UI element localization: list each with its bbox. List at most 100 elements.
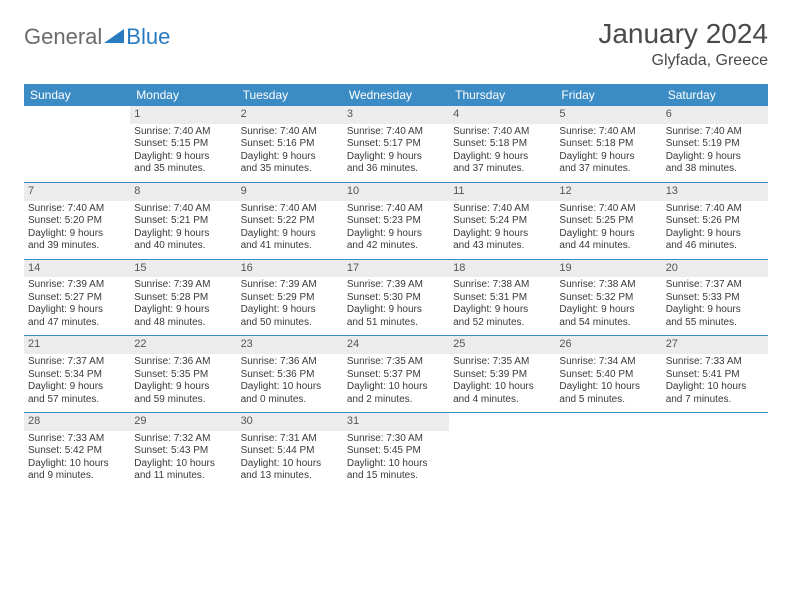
- day-number: 6: [662, 106, 768, 124]
- day-cell: 18Sunrise: 7:38 AMSunset: 5:31 PMDayligh…: [449, 260, 555, 336]
- daylight-text: Daylight: 9 hours: [241, 228, 339, 241]
- sunset-text: Sunset: 5:32 PM: [559, 292, 657, 305]
- daylight-text: and 13 minutes.: [241, 470, 339, 483]
- logo-text-general: General: [24, 24, 102, 50]
- daylight-text: Daylight: 9 hours: [134, 228, 232, 241]
- day-cell: 6Sunrise: 7:40 AMSunset: 5:19 PMDaylight…: [662, 106, 768, 182]
- day-number: 13: [662, 183, 768, 201]
- dayhead-wednesday: Wednesday: [343, 84, 449, 106]
- daylight-text: Daylight: 10 hours: [666, 381, 764, 394]
- sunrise-text: Sunrise: 7:40 AM: [453, 126, 551, 139]
- daylight-text: and 15 minutes.: [347, 470, 445, 483]
- sunrise-text: Sunrise: 7:40 AM: [134, 126, 232, 139]
- day-cell: 26Sunrise: 7:34 AMSunset: 5:40 PMDayligh…: [555, 336, 661, 412]
- sunrise-text: Sunrise: 7:37 AM: [28, 356, 126, 369]
- sunset-text: Sunset: 5:28 PM: [134, 292, 232, 305]
- sunset-text: Sunset: 5:27 PM: [28, 292, 126, 305]
- logo: General Blue: [24, 24, 170, 50]
- day-number: 3: [343, 106, 449, 124]
- sunset-text: Sunset: 5:25 PM: [559, 215, 657, 228]
- daylight-text: and 9 minutes.: [28, 470, 126, 483]
- daylight-text: and 44 minutes.: [559, 240, 657, 253]
- daylight-text: Daylight: 9 hours: [666, 228, 764, 241]
- sunrise-text: Sunrise: 7:40 AM: [559, 203, 657, 216]
- day-number: 9: [237, 183, 343, 201]
- sunset-text: Sunset: 5:43 PM: [134, 445, 232, 458]
- day-cell: 9 Sunrise: 7:40 AMSunset: 5:22 PMDaylight…: [237, 183, 343, 259]
- daylight-text: and 57 minutes.: [28, 394, 126, 407]
- day-number: 17: [343, 260, 449, 278]
- sunrise-text: Sunrise: 7:31 AM: [241, 433, 339, 446]
- sunset-text: Sunset: 5:18 PM: [453, 138, 551, 151]
- daylight-text: and 42 minutes.: [347, 240, 445, 253]
- logo-triangle-icon: [104, 27, 124, 47]
- sunrise-text: Sunrise: 7:33 AM: [666, 356, 764, 369]
- day-number: 20: [662, 260, 768, 278]
- day-number: 22: [130, 336, 236, 354]
- sunrise-text: Sunrise: 7:34 AM: [559, 356, 657, 369]
- sunrise-text: Sunrise: 7:38 AM: [559, 279, 657, 292]
- daylight-text: and 35 minutes.: [134, 163, 232, 176]
- sunrise-text: Sunrise: 7:40 AM: [241, 203, 339, 216]
- week-row: 1Sunrise: 7:40 AMSunset: 5:15 PMDaylight…: [24, 106, 768, 182]
- day-number: 14: [24, 260, 130, 278]
- day-cell: 28Sunrise: 7:33 AMSunset: 5:42 PMDayligh…: [24, 413, 130, 489]
- day-cell: 11Sunrise: 7:40 AMSunset: 5:24 PMDayligh…: [449, 183, 555, 259]
- sunset-text: Sunset: 5:17 PM: [347, 138, 445, 151]
- day-cell: 2Sunrise: 7:40 AMSunset: 5:16 PMDaylight…: [237, 106, 343, 182]
- daylight-text: and 36 minutes.: [347, 163, 445, 176]
- sunrise-text: Sunrise: 7:39 AM: [347, 279, 445, 292]
- day-cell: 15Sunrise: 7:39 AMSunset: 5:28 PMDayligh…: [130, 260, 236, 336]
- daylight-text: Daylight: 9 hours: [134, 151, 232, 164]
- sunset-text: Sunset: 5:22 PM: [241, 215, 339, 228]
- daylight-text: Daylight: 9 hours: [666, 151, 764, 164]
- daylight-text: and 7 minutes.: [666, 394, 764, 407]
- sunrise-text: Sunrise: 7:30 AM: [347, 433, 445, 446]
- sunset-text: Sunset: 5:45 PM: [347, 445, 445, 458]
- daylight-text: and 51 minutes.: [347, 317, 445, 330]
- daylight-text: Daylight: 9 hours: [28, 228, 126, 241]
- sunset-text: Sunset: 5:30 PM: [347, 292, 445, 305]
- day-cell: 10Sunrise: 7:40 AMSunset: 5:23 PMDayligh…: [343, 183, 449, 259]
- day-cell: 3 Sunrise: 7:40 AMSunset: 5:17 PMDaylight…: [343, 106, 449, 182]
- daylight-text: Daylight: 10 hours: [347, 458, 445, 471]
- calendar-body: 1Sunrise: 7:40 AMSunset: 5:15 PMDaylight…: [24, 106, 768, 489]
- sunrise-text: Sunrise: 7:35 AM: [453, 356, 551, 369]
- sunset-text: Sunset: 5:40 PM: [559, 369, 657, 382]
- sunset-text: Sunset: 5:18 PM: [559, 138, 657, 151]
- sunrise-text: Sunrise: 7:40 AM: [453, 203, 551, 216]
- day-cell: [555, 413, 661, 489]
- daylight-text: Daylight: 9 hours: [347, 228, 445, 241]
- day-cell: 8Sunrise: 7:40 AMSunset: 5:21 PMDaylight…: [130, 183, 236, 259]
- sunrise-text: Sunrise: 7:36 AM: [241, 356, 339, 369]
- sunset-text: Sunset: 5:44 PM: [241, 445, 339, 458]
- day-number: 8: [130, 183, 236, 201]
- sunrise-text: Sunrise: 7:40 AM: [347, 126, 445, 139]
- sunset-text: Sunset: 5:39 PM: [453, 369, 551, 382]
- day-cell: 4Sunrise: 7:40 AMSunset: 5:18 PMDaylight…: [449, 106, 555, 182]
- month-title: January 2024: [598, 18, 768, 50]
- day-cell: 14Sunrise: 7:39 AMSunset: 5:27 PMDayligh…: [24, 260, 130, 336]
- day-number: 31: [343, 413, 449, 431]
- day-number: 21: [24, 336, 130, 354]
- day-number: 2: [237, 106, 343, 124]
- daylight-text: and 43 minutes.: [453, 240, 551, 253]
- daylight-text: and 5 minutes.: [559, 394, 657, 407]
- daylight-text: and 59 minutes.: [134, 394, 232, 407]
- day-number: 19: [555, 260, 661, 278]
- sunset-text: Sunset: 5:42 PM: [28, 445, 126, 458]
- daylight-text: Daylight: 10 hours: [347, 381, 445, 394]
- sunset-text: Sunset: 5:16 PM: [241, 138, 339, 151]
- day-cell: 22Sunrise: 7:36 AMSunset: 5:35 PMDayligh…: [130, 336, 236, 412]
- daylight-text: Daylight: 10 hours: [559, 381, 657, 394]
- day-number: 18: [449, 260, 555, 278]
- sunrise-text: Sunrise: 7:36 AM: [134, 356, 232, 369]
- sunrise-text: Sunrise: 7:32 AM: [134, 433, 232, 446]
- day-cell: 31 Sunrise: 7:30 AMSunset: 5:45 PMDayligh…: [343, 413, 449, 489]
- daylight-text: Daylight: 9 hours: [347, 151, 445, 164]
- daylight-text: Daylight: 9 hours: [241, 304, 339, 317]
- daylight-text: and 46 minutes.: [666, 240, 764, 253]
- day-number: 10: [343, 183, 449, 201]
- dayhead-saturday: Saturday: [662, 84, 768, 106]
- daylight-text: Daylight: 10 hours: [134, 458, 232, 471]
